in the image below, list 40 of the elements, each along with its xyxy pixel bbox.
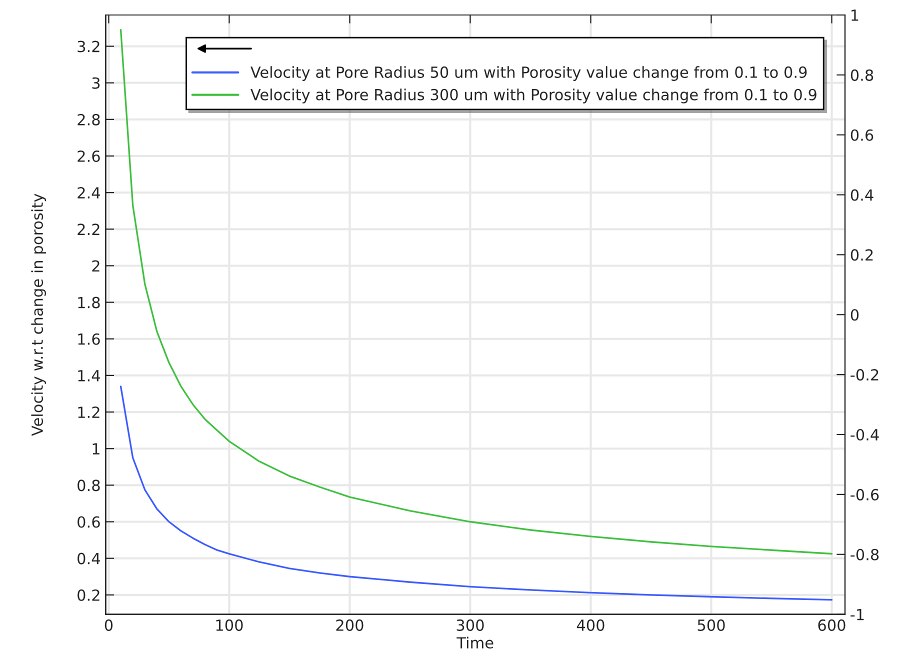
y2-tick-label: -0.4 [850, 428, 879, 441]
y-tick-label: 0.2 [78, 589, 100, 601]
y-tick-label: 2.2 [78, 224, 100, 235]
y2-tick-label: -0.6 [850, 488, 879, 500]
y2-tick-label: 0.4 [850, 189, 874, 201]
x-tick-label: 500 [698, 619, 725, 631]
x-tick-label: 200 [336, 619, 364, 631]
y2-tick-label: 0.2 [850, 249, 873, 261]
x-tick-label: 300 [456, 619, 484, 631]
y-tick-label: 1 [92, 443, 100, 454]
x-tick-label: 400 [576, 619, 604, 631]
y2-tick-label: 0 [850, 309, 859, 321]
y-tick-label: 1.8 [78, 296, 100, 308]
y-tick-label: 1.4 [78, 370, 100, 382]
line-series [120, 386, 833, 601]
y-tick-label: 3.2 [78, 40, 100, 52]
y2-tick-label: -0.8 [850, 548, 879, 560]
line-series [120, 28, 833, 555]
y-tick-label: 2.4 [78, 187, 100, 198]
y-axis-title: Velocity w.r.t change in porosity [31, 194, 46, 436]
x-tick-label: 0 [104, 619, 113, 631]
legend-label: Velocity at Pore Radius 300 um with Porosity value change from 0.1 to 0.9 [250, 88, 816, 104]
y2-tick-label: -0.2 [850, 369, 878, 381]
y-tick-label: 0.8 [78, 480, 100, 492]
y-tick-label: 1.2 [78, 406, 100, 418]
y2-tick-label: 0.8 [850, 69, 874, 81]
y-tick-label: 3 [92, 77, 100, 89]
y-tick-label: 2.6 [78, 150, 100, 162]
y-tick-label: 0.6 [78, 516, 100, 528]
y-tick-label: 2 [92, 260, 100, 272]
y-tick-label: 1.6 [78, 333, 100, 345]
y-tick-label: 2.8 [78, 114, 100, 126]
x-tick-label: 100 [216, 619, 243, 631]
x-tick-label: 600 [818, 619, 846, 631]
y2-tick-label: 1 [852, 10, 858, 21]
x-axis-title: Time [456, 636, 494, 649]
legend-label: Velocity at Pore Radius 50 um with Porosity value change from 0.1 to 0.9 [250, 66, 807, 81]
y-tick-label: 0.4 [78, 552, 100, 564]
y2-tick-label: 0.6 [850, 129, 874, 141]
y2-tick-label: -1 [850, 608, 864, 620]
